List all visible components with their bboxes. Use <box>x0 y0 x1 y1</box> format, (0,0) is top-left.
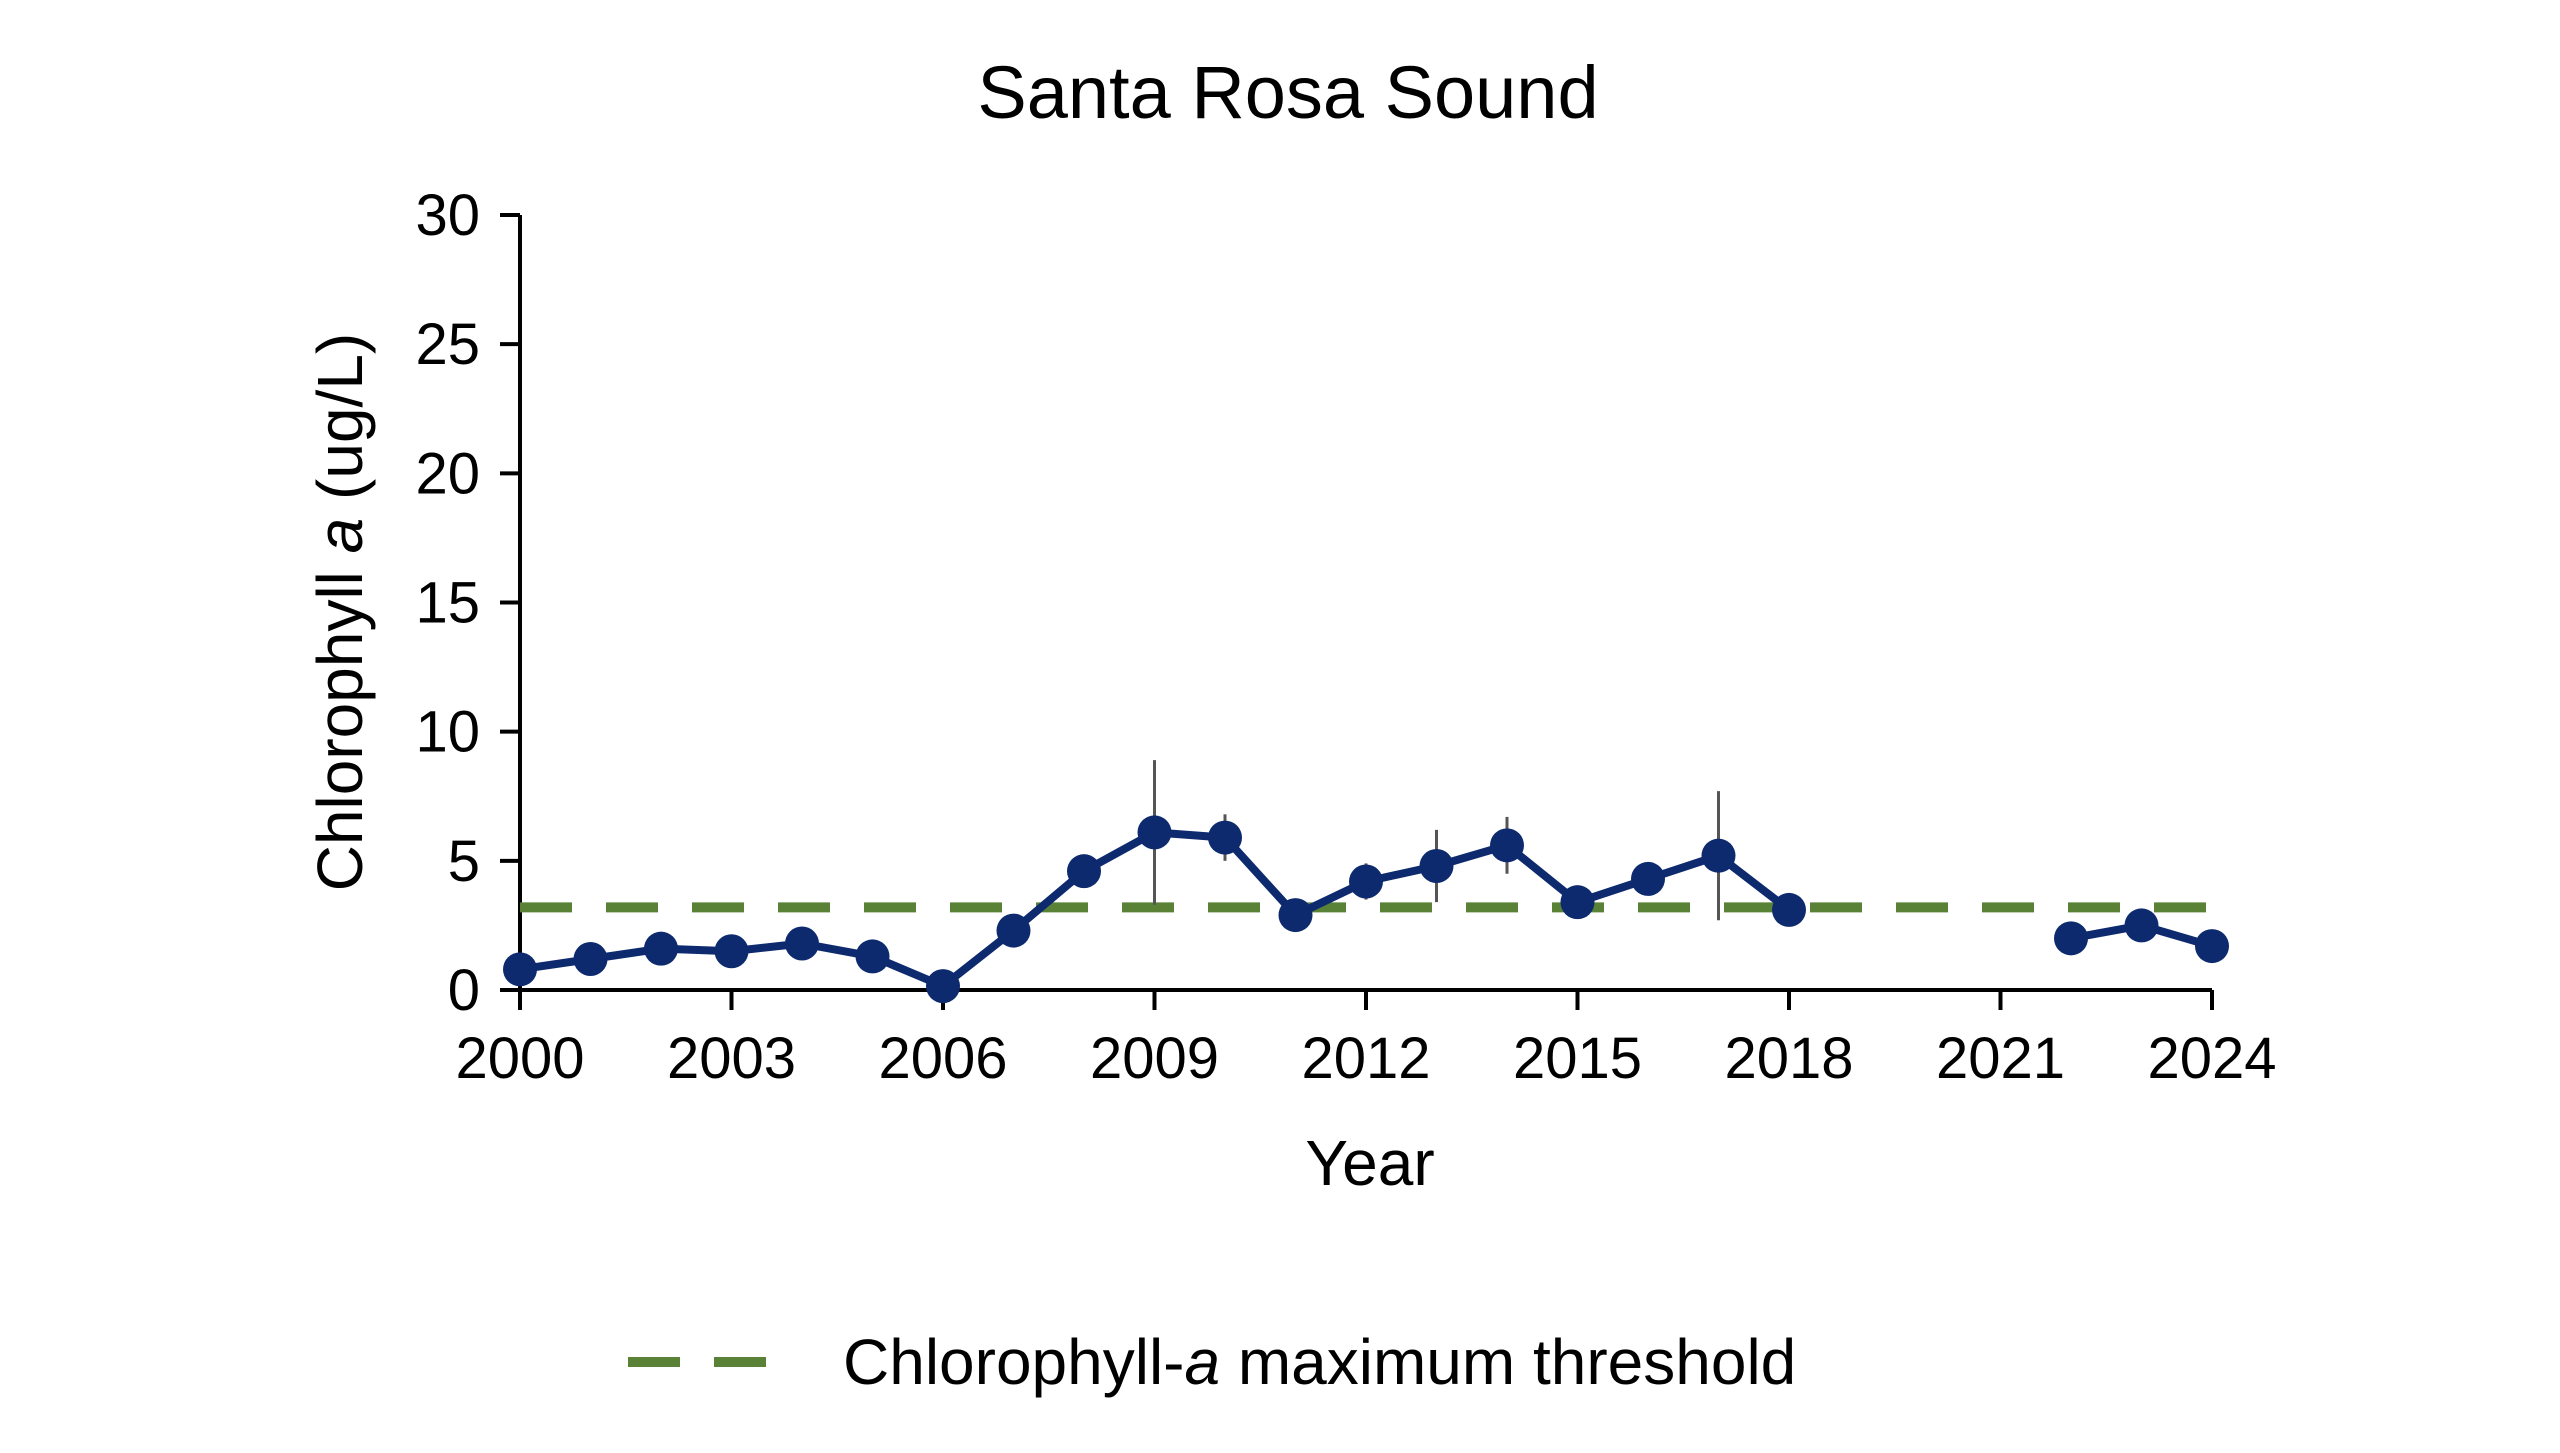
legend-threshold-label: Chlorophyll-a maximum threshold <box>843 1326 1796 1398</box>
y-tick-label: 20 <box>415 441 480 506</box>
data-point <box>503 952 537 987</box>
x-tick-label: 2012 <box>1301 1026 1430 1091</box>
legend-label-part-1: Chlorophyll- <box>843 1326 1184 1398</box>
data-point <box>1631 861 1665 896</box>
x-tick-label: 2024 <box>2147 1026 2276 1091</box>
x-tick-label: 2009 <box>1090 1026 1219 1091</box>
y-tick-label: 10 <box>415 700 480 765</box>
data-point <box>1208 820 1242 855</box>
x-tick-label: 2021 <box>1936 1026 2065 1091</box>
y-tick-label: 25 <box>415 312 480 377</box>
y-tick-label: 15 <box>415 571 480 636</box>
data-point <box>1560 885 1595 920</box>
axis-ticks: 0 5 10 15 20 25 30 2000 2003 2006 2009 2012 2015 2018… <box>415 183 2276 1091</box>
y-tick-label: 0 <box>448 958 480 1023</box>
data-point <box>1419 849 1454 883</box>
data-point <box>714 934 749 969</box>
x-tick-label: 2015 <box>1513 1026 1642 1091</box>
y-axis-title-part-3: (ug/L) <box>304 333 376 518</box>
y-axis-title-part-1: Chlorophyll <box>304 553 376 891</box>
data-point <box>1067 854 1101 889</box>
data-point <box>1137 815 1172 850</box>
y-tick-label: 30 <box>415 183 480 248</box>
data-point <box>926 969 960 1004</box>
data-point <box>2195 929 2229 964</box>
data-point <box>996 913 1031 948</box>
data-point <box>2054 921 2088 956</box>
data-point <box>644 931 678 966</box>
y-axis-title: Chlorophyll a (ug/L) <box>304 333 376 892</box>
x-tick-label: 2018 <box>1724 1026 1853 1091</box>
data-point <box>1278 898 1313 933</box>
data-point <box>2124 908 2159 943</box>
y-axis-title-italic: a <box>304 518 376 554</box>
chart-title: Santa Rosa Sound <box>977 51 1598 134</box>
data-point <box>1772 892 1806 927</box>
x-tick-label: 2006 <box>878 1026 1007 1091</box>
series-layer <box>503 815 2229 1004</box>
x-tick-label: 2003 <box>667 1026 796 1091</box>
x-axis-title: Year <box>1305 1127 1434 1199</box>
data-point <box>573 942 608 976</box>
y-tick-label: 5 <box>448 829 480 894</box>
data-point <box>1349 864 1383 899</box>
data-point <box>1490 828 1524 863</box>
x-tick-label: 2000 <box>455 1026 584 1091</box>
data-point <box>855 939 890 974</box>
data-point <box>785 926 819 961</box>
legend-label-part-3: maximum threshold <box>1220 1326 1796 1398</box>
legend-label-italic: a <box>1184 1326 1220 1398</box>
legend: Chlorophyll-a maximum threshold <box>628 1326 1796 1398</box>
data-point <box>1701 838 1736 873</box>
